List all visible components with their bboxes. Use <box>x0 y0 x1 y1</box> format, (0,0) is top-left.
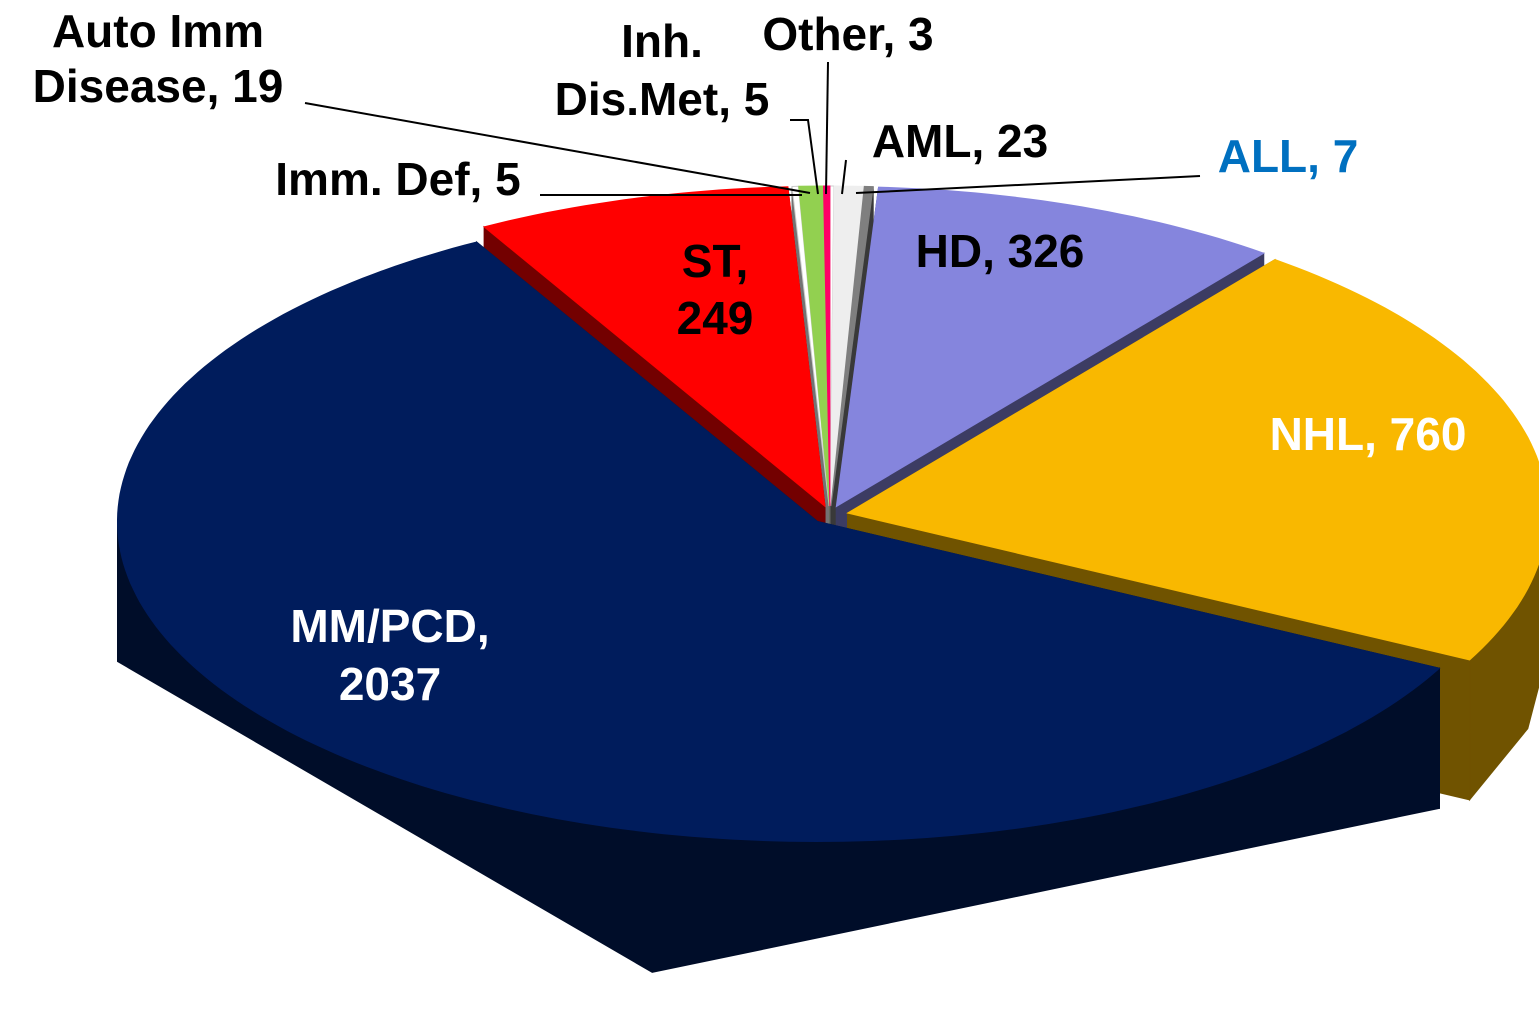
data-label: Inh. <box>621 15 703 67</box>
data-label: NHL, 760 <box>1270 408 1467 460</box>
leader-line <box>825 61 829 195</box>
leader-line <box>855 175 1201 194</box>
data-label: HD, 326 <box>916 225 1085 277</box>
data-label: Dis.Met, 5 <box>555 73 770 125</box>
leader-line <box>304 102 811 194</box>
leader-lines <box>304 61 1201 196</box>
slice <box>835 186 1265 508</box>
data-label: Disease, 19 <box>33 60 284 112</box>
data-label: Auto Imm <box>52 5 264 57</box>
data-label: ST, <box>682 235 748 287</box>
data-label: 249 <box>677 292 754 344</box>
slice <box>846 259 1539 661</box>
data-label: 2037 <box>339 658 441 710</box>
slice <box>830 185 874 507</box>
data-label: Imm. Def, 5 <box>275 153 520 205</box>
leader-line <box>841 159 847 195</box>
slice <box>117 241 1441 843</box>
leader-line <box>790 119 819 195</box>
data-label: Other, 3 <box>762 8 933 60</box>
data-label: ALL, 7 <box>1218 130 1359 182</box>
data-label: AML, 23 <box>872 115 1048 167</box>
slice <box>483 186 826 508</box>
data-label: MM/PCD, <box>290 600 489 652</box>
